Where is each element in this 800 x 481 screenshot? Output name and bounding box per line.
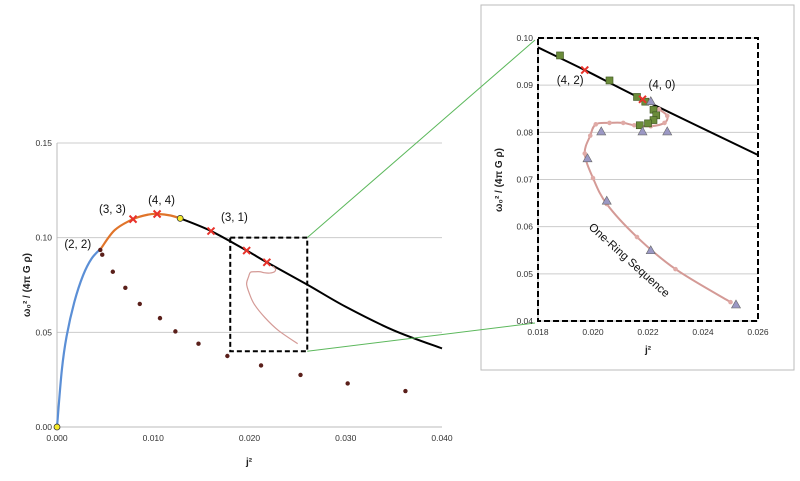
green-square-marker — [635, 121, 644, 130]
x-tick-label: 0.000 — [46, 433, 68, 443]
inset-chart: 0.04 0.05 0.06 0.07 0.08 0.09 0.10 0.018 0.020 0.… — [516, 33, 768, 337]
y-tick-label: 0.04 — [516, 316, 533, 326]
x-tick-label: 0.010 — [143, 433, 165, 443]
red-x-marker — [128, 214, 138, 224]
y-tick-label: 0.05 — [516, 269, 533, 279]
pink-point — [587, 133, 593, 138]
triangle-marker — [582, 153, 593, 163]
dark-dot-marker — [173, 329, 178, 334]
red-x-marker — [638, 95, 647, 104]
x-tick-label: 0.022 — [637, 327, 659, 337]
pink-point — [664, 113, 670, 119]
triangle-marker — [645, 96, 656, 106]
y-tick-label: 0.05 — [35, 327, 52, 337]
triangle-marker — [662, 126, 673, 136]
point-label: (2, 2) — [64, 239, 91, 251]
green-square-marker — [556, 51, 564, 60]
y-tick-label: 0.10 — [35, 233, 52, 243]
point-label: (4, 4) — [148, 195, 175, 207]
x-tick-label: 0.040 — [431, 433, 453, 443]
black-line — [537, 46, 759, 156]
pink-point — [728, 299, 733, 305]
triangle-marker — [637, 126, 648, 136]
x-tick-label: 0.030 — [335, 433, 357, 443]
x-tick-label: 0.020 — [239, 433, 261, 443]
pink-point — [593, 122, 599, 127]
pink-point — [590, 175, 596, 181]
orange-line — [100, 212, 181, 249]
dark-dot-marker — [137, 301, 142, 307]
y-tick-label: 0.15 — [35, 138, 52, 148]
pink-point — [620, 120, 626, 126]
point-label: (4, 2) — [557, 75, 584, 87]
green-square-marker — [605, 76, 614, 85]
pink-point — [662, 120, 667, 126]
y-tick-label: 0.00 — [35, 422, 52, 432]
red-x-marker — [152, 209, 162, 219]
main-y-axis-label: ω₀² / (4π G ρ) — [22, 253, 33, 317]
dark-dot-marker — [123, 285, 128, 291]
x-tick-label: 0.024 — [692, 327, 714, 337]
x-tick-label: 0.018 — [527, 327, 549, 337]
pink-point — [634, 234, 640, 240]
main-x-axis-label: j² — [245, 457, 253, 468]
x-tick-label: 0.026 — [747, 327, 769, 337]
red-x-marker — [580, 65, 589, 75]
red-x-marker — [262, 258, 272, 267]
dark-dot-marker — [157, 315, 163, 321]
dark-dot-marker — [298, 372, 303, 378]
red-x-marker — [242, 246, 251, 255]
main-chart: 0.00 0.05 0.10 0.15 0.000 0.010 0.020 0.030 0.04… — [35, 39, 536, 443]
triangle-marker — [601, 195, 612, 205]
y-tick-label: 0.09 — [516, 80, 533, 90]
dark-dot-marker — [100, 252, 105, 257]
triangle-marker — [730, 299, 742, 309]
green-square-marker — [644, 119, 652, 128]
point-label: (4, 0) — [649, 79, 676, 91]
triangle-marker — [645, 245, 656, 255]
dark-dot-marker — [196, 341, 201, 346]
y-tick-label: 0.08 — [516, 127, 533, 137]
yellow-marker — [53, 423, 61, 431]
x-tick-label: 0.020 — [582, 327, 604, 337]
zoom-connector-top — [306, 39, 536, 239]
pink-point — [631, 122, 637, 128]
pink-point — [607, 120, 612, 126]
black-line — [179, 217, 443, 350]
dark-dot-marker — [403, 388, 408, 394]
y-tick-label: 0.06 — [516, 222, 533, 232]
pink-point — [582, 151, 588, 156]
dark-dot-marker — [258, 363, 264, 368]
y-tick-label: 0.07 — [516, 175, 533, 185]
y-tick-label: 0.10 — [516, 33, 533, 43]
yellow-marker — [176, 214, 184, 222]
point-label: (3, 3) — [99, 204, 126, 216]
dark-dot-marker — [225, 353, 230, 359]
pink-point — [673, 266, 678, 272]
inset-frame — [480, 4, 795, 371]
point-label: (3, 1) — [221, 212, 248, 224]
zoom-connector-bottom — [307, 322, 536, 352]
inset-y-axis-label: ω₀² / (4π G ρ) — [494, 148, 505, 212]
pink-line — [246, 265, 298, 345]
blue-line — [55, 247, 103, 428]
triangle-marker — [596, 126, 607, 136]
inset-dashed-border — [537, 37, 759, 322]
red-x-marker — [206, 226, 216, 236]
inset-x-axis-label: j² — [644, 345, 652, 356]
one-ring-label: One-Ring Sequence — [586, 221, 671, 300]
dark-dot-marker — [98, 247, 103, 253]
dark-dot-marker — [110, 269, 116, 274]
pink-point — [656, 106, 662, 112]
dark-dot-marker — [345, 381, 350, 386]
zoom-box — [229, 236, 309, 353]
